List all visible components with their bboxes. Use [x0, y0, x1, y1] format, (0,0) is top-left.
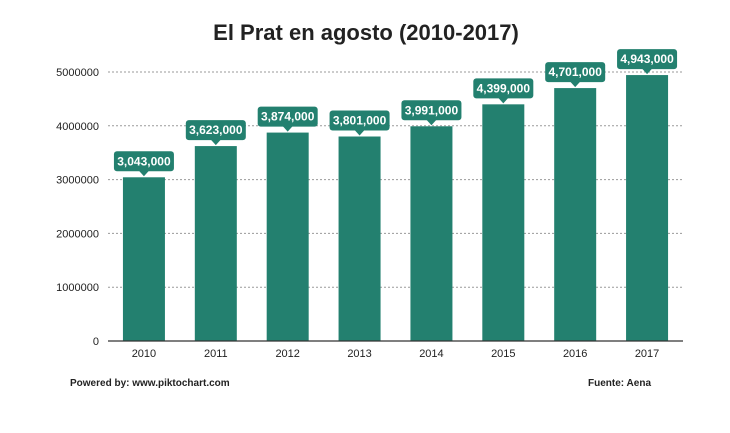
data-label-pointer: [570, 81, 581, 88]
y-tick-label: 5000000: [56, 67, 99, 79]
bar: [266, 132, 309, 341]
data-label: 4,943,000: [620, 52, 674, 66]
data-label-box: [257, 106, 318, 127]
data-label: 3,623,000: [189, 123, 243, 137]
bar: [554, 88, 597, 341]
source-text: Fuente: Aena: [588, 378, 651, 389]
data-label-box: [473, 78, 534, 99]
data-label-box: [113, 151, 174, 172]
x-tick-label: 2015: [491, 348, 515, 360]
bars-layer: [122, 75, 669, 342]
data-label-pointer: [642, 68, 653, 75]
bar: [410, 126, 453, 341]
data-label: 3,991,000: [405, 103, 459, 117]
data-labels-layer: 3,043,000 3,623,000 3,874,000 3,801,000 3,99…: [113, 49, 678, 177]
x-tick-label: 2012: [275, 348, 299, 360]
axis-layer: 0 1000000 2000000 3000000 4000000 5000000 2010…: [56, 67, 683, 360]
x-tick-label: 2014: [419, 348, 443, 360]
y-tick-label: 2000000: [56, 228, 99, 240]
data-label: 3,801,000: [333, 114, 387, 128]
data-label-pointer: [138, 170, 149, 177]
data-label: 3,043,000: [117, 154, 171, 168]
bar: [626, 75, 669, 342]
data-label: 3,874,000: [261, 110, 315, 124]
data-label-box: [329, 110, 390, 131]
y-tick-label: 0: [93, 336, 99, 348]
data-label-box: [617, 49, 678, 70]
data-label-pointer: [210, 139, 221, 146]
powered-by-text: Powered by: www.piktochart.com: [70, 378, 230, 389]
data-label-box: [545, 62, 606, 83]
y-tick-label: 1000000: [56, 282, 99, 294]
y-tick-label: 3000000: [56, 175, 99, 187]
data-label: 4,399,000: [477, 81, 531, 95]
chart-title: El Prat en agosto (2010-2017): [213, 20, 519, 45]
y-tick-label: 4000000: [56, 121, 99, 133]
grid-layer: [108, 71, 683, 288]
x-tick-label: 2017: [635, 348, 659, 360]
bar: [338, 136, 381, 341]
data-label-pointer: [426, 119, 437, 126]
bar: [122, 177, 165, 341]
bar: [194, 146, 237, 341]
data-label-box: [401, 100, 462, 121]
data-label-pointer: [498, 97, 509, 104]
x-tick-label: 2010: [132, 348, 156, 360]
x-tick-label: 2013: [347, 348, 371, 360]
data-label-box: [185, 120, 246, 141]
x-tick-label: 2011: [204, 348, 228, 360]
x-tick-label: 2016: [563, 348, 587, 360]
data-label-pointer: [354, 130, 365, 136]
data-label-pointer: [282, 126, 293, 132]
bar: [482, 104, 525, 341]
data-label: 4,701,000: [548, 65, 602, 79]
